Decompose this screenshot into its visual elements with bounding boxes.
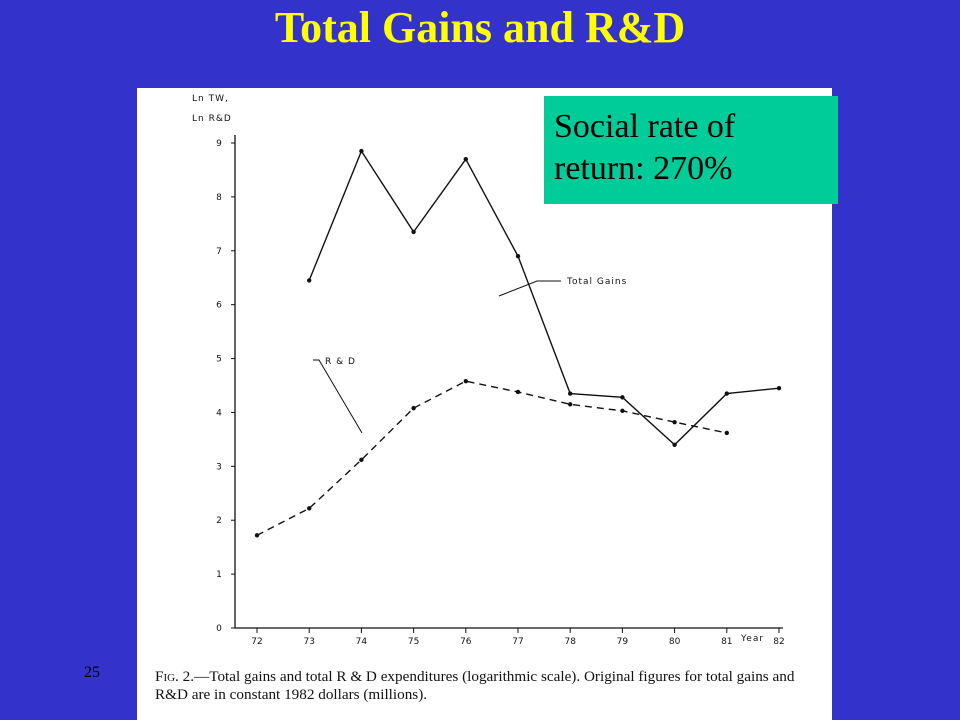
data-point-r-d — [515, 389, 521, 395]
data-point-r-d — [411, 405, 416, 411]
y-tick-label: 8 — [216, 193, 222, 203]
figure-caption: Fig. 2.—Total gains and total R & D expe… — [155, 668, 825, 704]
caption-text: —Total gains and total R & D expenditure… — [155, 668, 795, 703]
data-point-total-gains — [724, 391, 729, 396]
data-point-total-gains — [411, 229, 416, 235]
x-tick-label: 81 — [721, 637, 732, 647]
y-ticks: 0 1 2 3 4 5 6 7 8 9 — [216, 139, 235, 634]
data-point-total-gains — [515, 253, 521, 259]
data-point-total-gains — [359, 148, 364, 154]
data-point-r-d — [254, 533, 260, 538]
series-labels: Total Gains R & D — [313, 277, 627, 434]
series-label-rd: R & D — [325, 357, 356, 367]
data-point-r-d — [672, 419, 677, 425]
data-point-total-gains — [776, 385, 782, 391]
y-tick-label: 6 — [216, 301, 222, 311]
x-tick-label: 77 — [512, 637, 523, 647]
total-gains-leader-line — [498, 280, 561, 297]
x-tick-label: 80 — [669, 637, 681, 647]
y-tick-label: 3 — [216, 462, 222, 472]
data-point-r-d — [724, 430, 729, 436]
caption-fig-label: Fig. 2. — [155, 668, 195, 685]
y-tick-label: 4 — [216, 408, 222, 418]
data-point-r-d — [568, 402, 573, 407]
chart-axes — [234, 135, 783, 629]
series-layer — [254, 148, 782, 538]
x-ticks: 72 73 74 75 76 77 78 79 80 81 82 — [251, 628, 785, 647]
x-tick-label: 75 — [408, 637, 419, 647]
y-tick-label: 5 — [216, 355, 222, 365]
data-point-r-d — [307, 506, 312, 511]
x-axis-label: Year — [740, 634, 764, 644]
callout-line1: Social rate of — [554, 108, 736, 145]
x-tick-label: 78 — [564, 637, 576, 647]
data-point-total-gains — [307, 278, 312, 283]
x-tick-label: 73 — [303, 637, 314, 647]
slide-title: Total Gains and R&D — [274, 3, 686, 52]
x-tick-label: 76 — [460, 637, 472, 647]
y-tick-label: 1 — [216, 570, 222, 580]
y-tick-label: 9 — [216, 139, 222, 149]
x-tick-label: 79 — [617, 637, 629, 647]
data-point-total-gains — [620, 395, 625, 400]
callout-box: Social rate of return: 270% — [544, 96, 838, 204]
y-tick-label: 0 — [216, 624, 222, 634]
y-axis-label-line2: Ln R&D — [192, 114, 232, 124]
y-tick-label: 2 — [216, 516, 222, 526]
slide-number: 25 — [84, 664, 100, 681]
data-point-r-d — [620, 408, 625, 414]
y-axis-label-line1: Ln TW, — [192, 94, 229, 104]
rd-leader-line — [313, 359, 363, 434]
series-line-r-d — [256, 380, 727, 536]
callout-line2: return: 270% — [554, 150, 733, 187]
y-tick-label: 7 — [216, 247, 222, 257]
x-tick-label: 82 — [773, 637, 784, 647]
data-point-r-d — [359, 457, 364, 463]
data-point-total-gains — [568, 391, 573, 396]
data-point-total-gains — [672, 442, 677, 447]
series-line-total-gains — [308, 149, 780, 446]
x-tick-label: 74 — [356, 637, 368, 647]
x-tick-label: 72 — [251, 637, 262, 647]
data-point-total-gains — [463, 156, 468, 162]
series-label-total-gains: Total Gains — [566, 277, 627, 287]
data-point-r-d — [463, 378, 468, 384]
